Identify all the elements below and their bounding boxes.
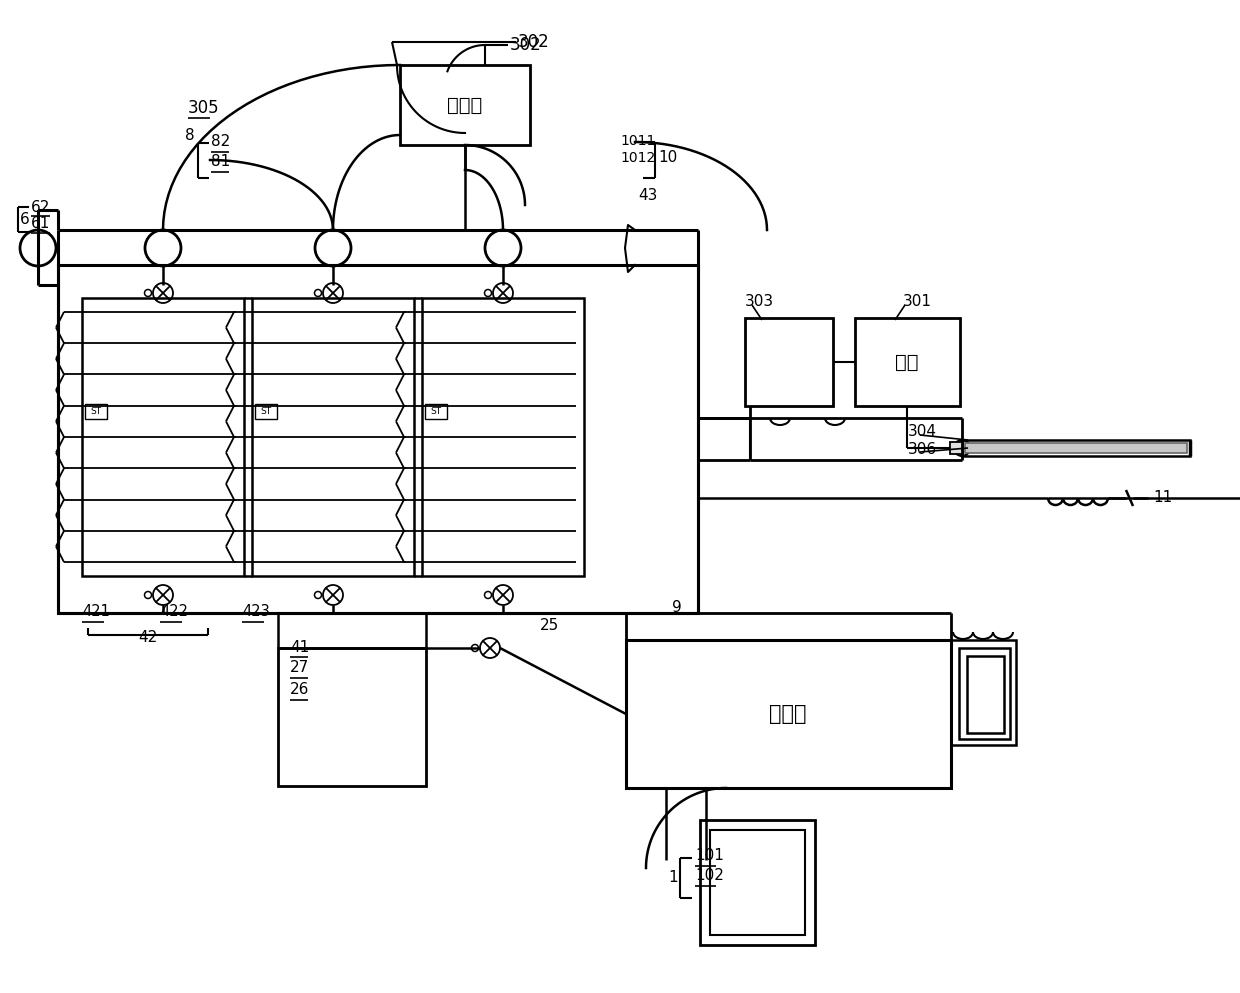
Text: 82: 82: [211, 134, 231, 150]
Text: 25: 25: [539, 618, 559, 633]
Text: 423: 423: [242, 605, 270, 620]
Bar: [82, 298, 244, 576]
Text: ST: ST: [430, 407, 441, 416]
Text: 102: 102: [694, 869, 724, 884]
Text: 烘干筒: 烘干筒: [769, 704, 807, 724]
Text: 301: 301: [903, 295, 932, 310]
Text: 306: 306: [908, 443, 937, 458]
Bar: [86, 403, 107, 419]
Bar: [401, 65, 529, 145]
Text: 62: 62: [31, 200, 51, 214]
Bar: [965, 443, 1187, 453]
Text: 302: 302: [518, 33, 549, 51]
Text: ST: ST: [91, 407, 102, 416]
Bar: [422, 298, 584, 576]
Text: 11: 11: [1153, 491, 1172, 505]
Text: 8: 8: [185, 127, 195, 143]
Text: 422: 422: [160, 605, 188, 620]
Text: 43: 43: [639, 188, 657, 203]
Text: 换热油: 换热油: [448, 95, 482, 114]
Bar: [856, 318, 960, 406]
Text: 1011: 1011: [620, 134, 656, 148]
Text: 27: 27: [290, 660, 309, 675]
Bar: [962, 440, 1190, 456]
Bar: [950, 442, 962, 454]
Bar: [745, 318, 833, 406]
Text: 302: 302: [510, 36, 542, 54]
Bar: [967, 656, 1004, 733]
Bar: [278, 648, 427, 786]
Text: 304: 304: [908, 424, 937, 440]
Text: 1: 1: [668, 871, 677, 886]
Bar: [425, 403, 446, 419]
Text: 41: 41: [290, 640, 309, 655]
Text: 421: 421: [82, 605, 110, 620]
Bar: [58, 265, 698, 613]
Text: 沥青: 沥青: [895, 353, 919, 371]
Bar: [252, 298, 414, 576]
Text: ST: ST: [260, 407, 272, 416]
Bar: [626, 640, 951, 788]
Bar: [711, 830, 805, 935]
Text: 303: 303: [745, 295, 774, 310]
Bar: [255, 403, 277, 419]
Text: 61: 61: [31, 216, 51, 231]
Text: 305: 305: [188, 99, 219, 117]
Text: 6: 6: [20, 212, 30, 226]
Text: 1012: 1012: [620, 151, 655, 165]
Bar: [701, 820, 815, 945]
Bar: [959, 648, 1011, 739]
Text: 42: 42: [139, 631, 157, 645]
Text: 101: 101: [694, 848, 724, 864]
Text: 9: 9: [672, 601, 682, 616]
Bar: [951, 640, 1016, 745]
Text: 10: 10: [658, 150, 677, 165]
Text: 26: 26: [290, 682, 309, 697]
Text: 81: 81: [211, 155, 231, 170]
